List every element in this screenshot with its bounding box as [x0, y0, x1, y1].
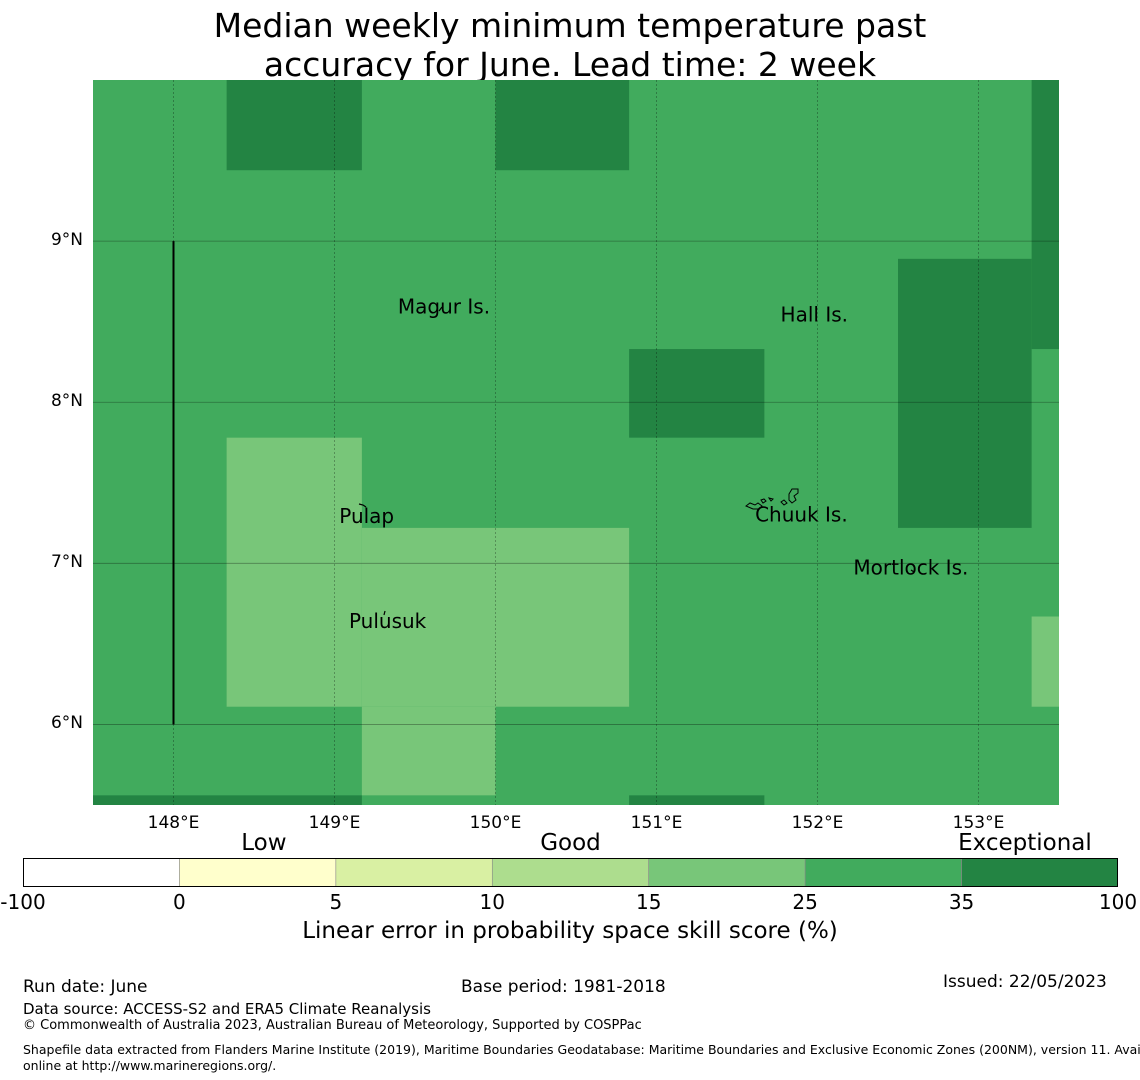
colorbar-tick-label: 15	[635, 890, 662, 914]
skill-cell-good	[1031, 616, 1059, 707]
colorbar-bin	[179, 858, 337, 887]
colorbar-tick-label: -100	[0, 890, 46, 914]
colorbar-tick-label: 0	[173, 890, 186, 914]
place-label: Chuuk Is.	[755, 502, 848, 526]
title-line-1: Median weekly minimum temperature past	[213, 6, 927, 45]
shapefile-credit: Shapefile data extracted from Flanders M…	[23, 1042, 1140, 1074]
place-label: Magur Is.	[398, 295, 490, 319]
pulusuk-island-outline	[383, 610, 386, 616]
longitude-tick-label: 149°E	[308, 813, 361, 833]
colorbar-frame	[23, 858, 1118, 887]
colorbar-label: Linear error in probability space skill …	[302, 918, 838, 944]
skill-cell-good	[361, 527, 630, 707]
data-source: Data source: ACCESS-S2 and ERA5 Climate …	[23, 1000, 431, 1018]
colorbar-bin	[648, 858, 806, 887]
skill-score-map: Magur Is. Hall Is. Pulap Chuuk Is. Mortlock …	[93, 80, 1059, 805]
mortlock-island-outline	[910, 569, 915, 573]
colorbar-tick-label: 10	[479, 890, 506, 914]
colorbar-bin	[804, 858, 962, 887]
island-outlines	[358, 306, 915, 616]
colorbar-bin	[23, 858, 180, 887]
longitude-tick-label: 148°E	[147, 813, 200, 833]
skill-cell-good	[361, 706, 496, 796]
pulap-island-outline	[358, 503, 367, 508]
place-labels: Magur Is. Hall Is. Pulap Chuuk Is. Mortlock …	[339, 295, 968, 633]
colorbar-category-label: Good	[540, 830, 601, 856]
base-period: Base period: 1981-2018	[461, 977, 666, 997]
longitude-tick-label: 153°E	[952, 813, 1005, 833]
latitude-tick-label: 8°N	[50, 391, 83, 412]
place-label: Mortlock Is.	[853, 556, 968, 580]
skill-cell-exceptional	[1031, 80, 1059, 350]
skill-cell-exceptional	[898, 258, 1032, 528]
shapefile-credit-line-1: Shapefile data extracted from Flanders M…	[23, 1042, 1140, 1057]
skill-cell-exceptional	[629, 349, 765, 438]
place-label: Pulap	[339, 504, 394, 528]
place-label: Hall Is.	[781, 303, 848, 327]
map-gridlines	[93, 80, 1059, 805]
colorbar-category-label: Low	[241, 830, 287, 856]
colorbar-tick-label: 100	[1098, 890, 1138, 914]
latitude-tick-label: 7°N	[50, 552, 83, 573]
issued-date: Issued: 22/05/2023	[943, 972, 1107, 992]
colorbar-category-label: Exceptional	[958, 830, 1092, 856]
colorbar-bin	[961, 858, 1118, 887]
skill-cell-exceptional	[629, 795, 765, 805]
title-line-2: accuracy for June. Lead time: 2 week	[263, 45, 877, 84]
colorbar	[23, 858, 1118, 887]
longitude-tick-label: 150°E	[469, 813, 522, 833]
colorbar-tick-label: 5	[329, 890, 343, 914]
longitude-tick-label: 151°E	[630, 813, 683, 833]
skill-cell-exceptional	[93, 795, 362, 805]
shapefile-credit-line-2: online at http://www.marineregions.org/.	[23, 1058, 277, 1073]
chuuk-island-outline	[745, 488, 799, 510]
skill-cell-good	[226, 437, 362, 707]
magur-island-outline	[438, 306, 443, 312]
skill-cell-exceptional	[495, 80, 630, 171]
skill-cells	[93, 80, 1059, 805]
place-label: Pulusuk	[349, 609, 427, 633]
colorbar-bin	[491, 858, 650, 887]
colorbar-bin	[335, 858, 493, 887]
skill-cell-exceptional	[226, 80, 362, 171]
latitude-tick-label: 9°N	[50, 230, 83, 251]
run-date: Run date: June	[23, 977, 148, 997]
colorbar-tick-label: 35	[948, 890, 975, 914]
map-title: Median weekly minimum temperature past a…	[0, 6, 1140, 84]
colorbar-tick-label: 25	[792, 890, 818, 914]
copyright-notice: © Commonwealth of Australia 2023, Austra…	[23, 1018, 642, 1033]
latitude-tick-label: 6°N	[50, 713, 83, 734]
longitude-tick-label: 152°E	[791, 813, 844, 833]
